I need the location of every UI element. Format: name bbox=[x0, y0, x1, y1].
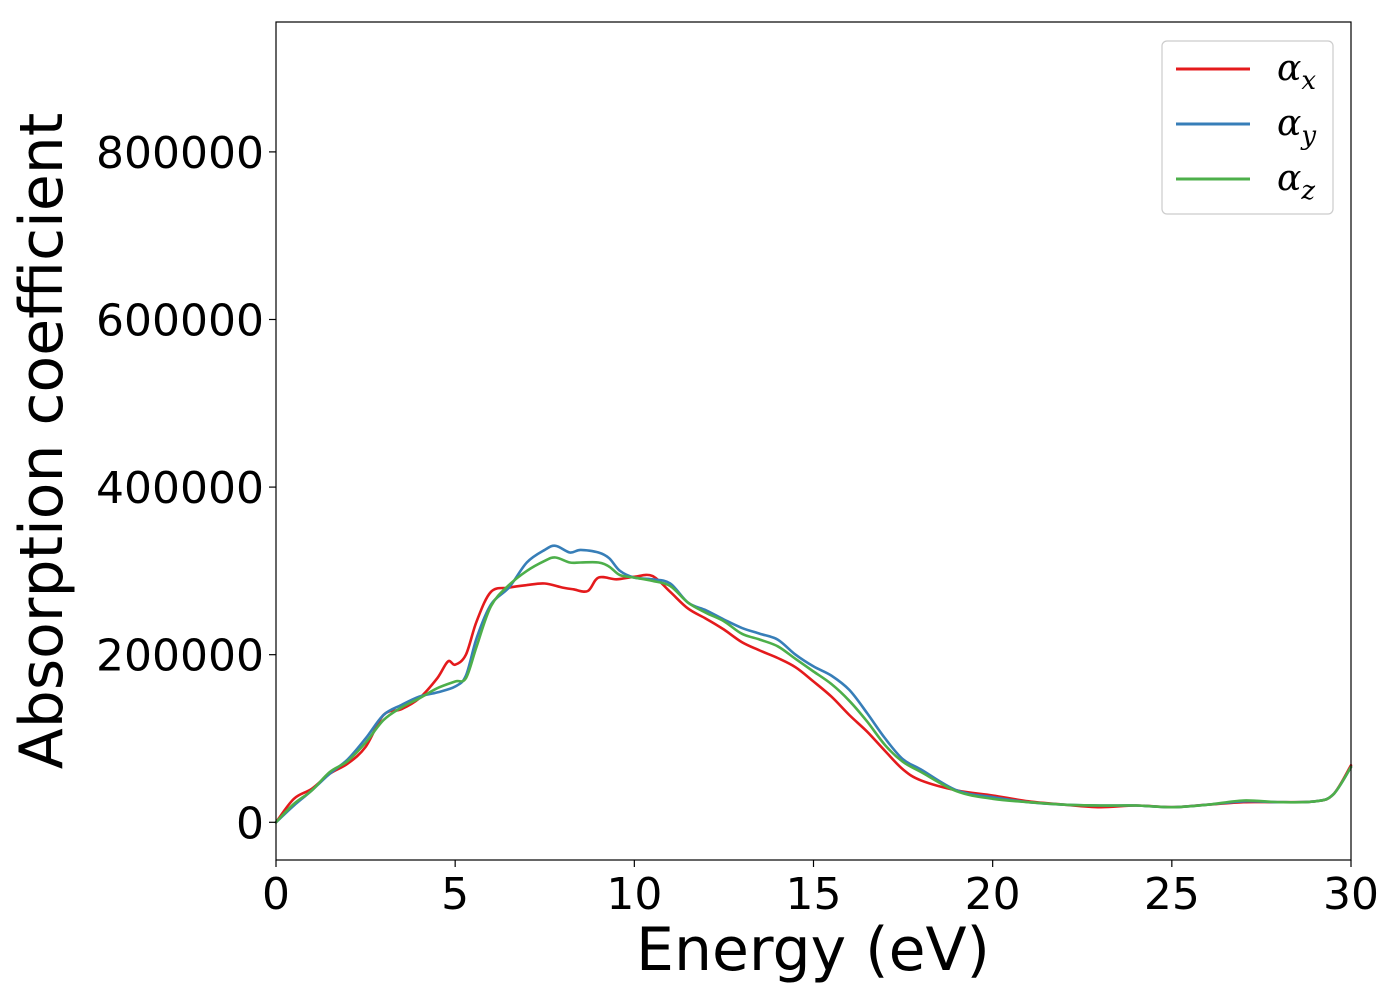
series-line-x bbox=[274, 573, 1353, 824]
legend-box bbox=[1161, 40, 1334, 215]
legend-label-subscript: z bbox=[1300, 176, 1315, 206]
legend-label-subscript: y bbox=[1300, 121, 1316, 151]
y-axis-title: Absorption coefficient bbox=[7, 113, 77, 770]
x-tick-label: 0 bbox=[262, 869, 290, 920]
legend-label-base: α bbox=[1277, 103, 1301, 144]
y-tick-label: 400000 bbox=[96, 463, 264, 514]
x-tick-label: 5 bbox=[441, 869, 469, 920]
x-axis-title: Energy (eV) bbox=[636, 915, 990, 985]
x-tick-label: 30 bbox=[1323, 869, 1379, 920]
series-layer bbox=[274, 544, 1353, 824]
legend-label-x: αx bbox=[1277, 48, 1316, 96]
x-axis: 0 5 10 15 20 25 30 bbox=[262, 860, 1379, 920]
x-tick-label: 15 bbox=[786, 869, 842, 920]
x-tick-label: 20 bbox=[965, 869, 1021, 920]
y-tick-label: 0 bbox=[236, 798, 264, 849]
x-tick-label: 10 bbox=[606, 869, 662, 920]
legend-label-z: αz bbox=[1277, 158, 1315, 206]
series-line-z bbox=[274, 556, 1353, 824]
y-tick-label: 200000 bbox=[96, 631, 264, 682]
legend-label-base: α bbox=[1277, 48, 1301, 89]
legend-label-subscript: x bbox=[1301, 66, 1316, 96]
legend-label-base: α bbox=[1277, 158, 1301, 199]
y-axis: 0 200000 400000 600000 800000 bbox=[96, 128, 276, 849]
y-tick-label: 800000 bbox=[96, 128, 264, 179]
legend-label-y: αy bbox=[1277, 103, 1316, 151]
series-line-y bbox=[274, 544, 1353, 824]
x-tick-label: 25 bbox=[1144, 869, 1200, 920]
y-tick-label: 600000 bbox=[96, 295, 264, 346]
